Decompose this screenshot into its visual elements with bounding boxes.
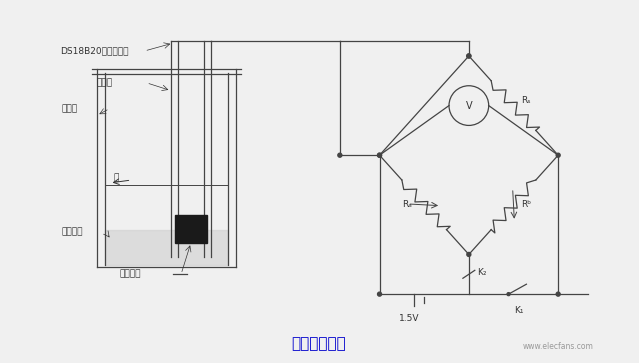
Circle shape bbox=[378, 153, 381, 157]
Circle shape bbox=[467, 252, 471, 256]
Circle shape bbox=[467, 54, 471, 58]
Circle shape bbox=[378, 153, 381, 157]
Text: Rₛ: Rₛ bbox=[521, 96, 531, 105]
Text: 热敏电阻: 热敏电阻 bbox=[119, 270, 141, 279]
Text: www.elecfans.com: www.elecfans.com bbox=[523, 342, 594, 351]
Text: 1.5V: 1.5V bbox=[399, 314, 420, 323]
Circle shape bbox=[338, 153, 342, 157]
Circle shape bbox=[378, 292, 381, 296]
Bar bbox=[175, 215, 207, 242]
Circle shape bbox=[556, 292, 560, 296]
Text: 变压器油: 变压器油 bbox=[62, 227, 84, 236]
Circle shape bbox=[467, 54, 471, 58]
Text: DS18B20温度传感器: DS18B20温度传感器 bbox=[60, 46, 128, 56]
Text: 玻璃管: 玻璃管 bbox=[96, 78, 113, 87]
Text: K₂: K₂ bbox=[477, 268, 486, 277]
Text: Rᵇ: Rᵇ bbox=[521, 200, 532, 209]
Text: K₁: K₁ bbox=[514, 306, 523, 315]
Text: Rₐ: Rₐ bbox=[403, 200, 412, 209]
Text: 实验装置简图: 实验装置简图 bbox=[291, 336, 346, 351]
Bar bbox=[105, 230, 227, 265]
Circle shape bbox=[507, 293, 510, 295]
Text: 水: 水 bbox=[114, 174, 119, 183]
Circle shape bbox=[556, 153, 560, 157]
Text: 保温杯: 保温杯 bbox=[62, 104, 78, 113]
Text: V: V bbox=[466, 101, 472, 111]
